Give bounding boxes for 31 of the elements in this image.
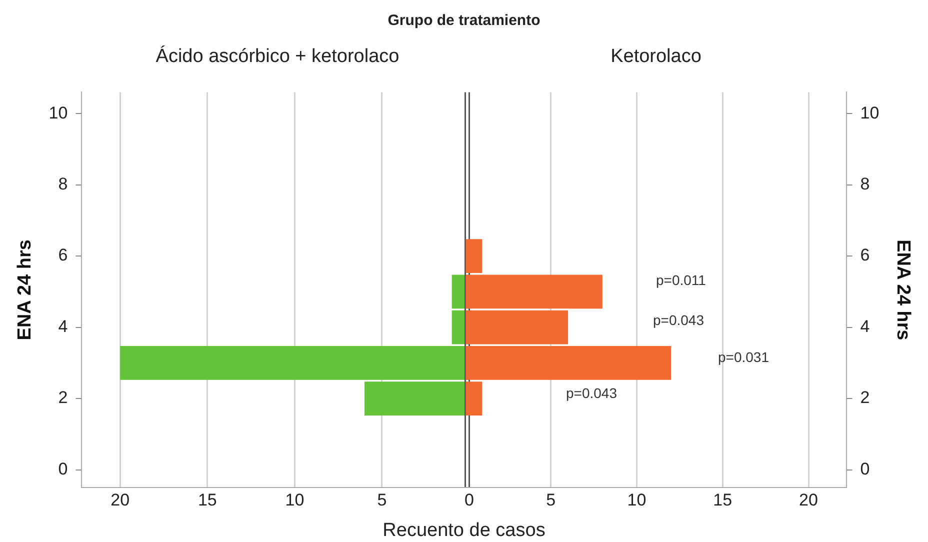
x-tick-label: 0 [464,490,474,510]
y-axis-title: ENA 24 hrs [892,240,914,340]
y-tick-label: 4 [860,316,870,336]
x-tick-label: 5 [546,490,556,510]
y-tick-label: 6 [58,246,68,265]
x-tick-label: 20 [110,490,130,510]
y-tick-label: 8 [860,174,870,194]
x-tick-label: 10 [627,490,646,510]
y-tick-label: 8 [58,174,68,194]
y-tick-label: 0 [58,459,68,478]
y-axis-title: ENA 24 hrs [14,240,36,340]
annotation: p=0.011 [656,272,706,288]
y-tick-label: 2 [860,388,870,408]
x-tick-label: 10 [285,490,304,510]
chart-subtitle: Ácido ascórbico + ketorolaco [154,46,400,68]
y-tick-label: 2 [58,388,68,408]
chart-subtitle: Ketorolaco [610,46,702,68]
chart-title: Grupo de tratamiento [386,12,542,29]
x-tick-label: 20 [799,490,818,510]
y-tick-label: 10 [860,103,880,122]
annotation: p=0.043 [566,384,618,401]
annotation: p=0.031 [718,348,770,365]
y-tick-label: 6 [860,246,870,265]
y-tick-label: 4 [58,316,68,336]
x-tick-label: 15 [198,490,217,510]
x-tick-label: 5 [377,490,387,510]
y-tick-label: 0 [860,459,870,478]
x-axis-title: Recuento de casos [382,520,546,542]
y-tick-label: 10 [48,103,68,122]
annotation: p=0.043 [653,312,704,328]
x-tick-label: 15 [713,490,732,510]
